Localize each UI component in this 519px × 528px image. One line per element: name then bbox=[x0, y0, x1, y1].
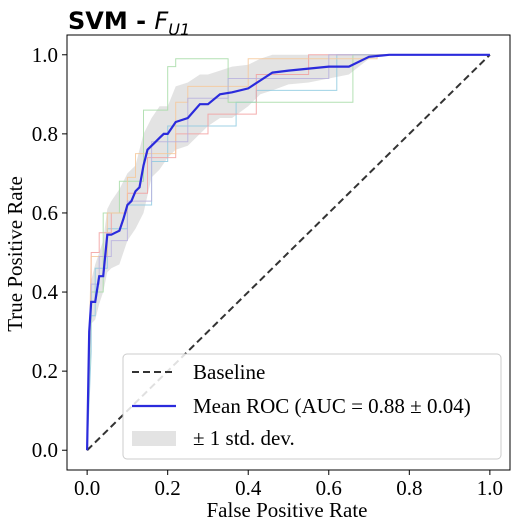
x-tick-label: 0.2 bbox=[155, 476, 181, 500]
x-tick-label: 0.6 bbox=[316, 476, 342, 500]
chart-title-math: F bbox=[154, 7, 169, 35]
y-axis-label: True Positive Rate bbox=[3, 176, 27, 332]
legend-box bbox=[122, 353, 502, 460]
legend-mean-label: Mean ROC (AUC = 0.88 ± 0.04) bbox=[193, 394, 471, 418]
legend: Baseline Mean ROC (AUC = 0.88 ± 0.04) ± 1 … bbox=[122, 353, 502, 460]
y-tick-label: 0.4 bbox=[32, 280, 59, 304]
y-tick-label: 1.0 bbox=[32, 43, 58, 67]
fold-roc-line-3 bbox=[86, 54, 490, 451]
legend-band-swatch bbox=[132, 431, 176, 446]
fold-roc-line-4 bbox=[86, 54, 490, 451]
y-tick-label: 0.8 bbox=[32, 122, 58, 146]
x-tick-label: 1.0 bbox=[477, 476, 503, 500]
axes-frame bbox=[66, 34, 511, 471]
x-axis-label: False Positive Rate bbox=[207, 498, 368, 522]
x-tick-label: 0.4 bbox=[235, 476, 262, 500]
chart-title-math-subscript: U1 bbox=[168, 20, 190, 39]
y-tick-label: 0.6 bbox=[32, 201, 58, 225]
axes: 0.0 0.2 0.4 0.6 0.8 1.0 0.0 0.2 0.4 0.6 0.8 1.0 bbox=[32, 34, 511, 500]
x-tick-label: 0.0 bbox=[74, 476, 100, 500]
y-tick-label: 0.2 bbox=[32, 359, 58, 383]
y-tick-label: 0.0 bbox=[32, 438, 58, 462]
fold-roc-line-2 bbox=[86, 54, 490, 451]
legend-band-label: ± 1 std. dev. bbox=[193, 426, 295, 450]
chart-title: SVM - FU1 bbox=[68, 7, 190, 39]
mean-roc-line bbox=[86, 53, 490, 451]
chart-title-prefix: SVM - bbox=[68, 7, 154, 35]
legend-baseline-label: Baseline bbox=[193, 360, 265, 384]
x-tick-label: 0.8 bbox=[396, 476, 422, 500]
